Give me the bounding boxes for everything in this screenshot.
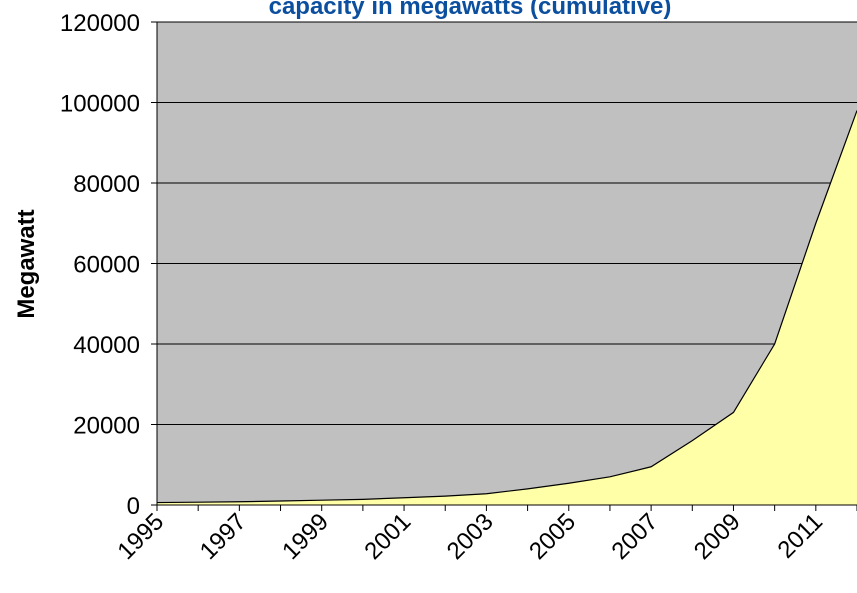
y-tick-label: 100000 — [60, 91, 140, 118]
y-tick-label: 80000 — [73, 171, 140, 198]
area-line — [156, 110, 857, 504]
chart-title: capacity in megawatts (cumulative) — [269, 0, 672, 20]
x-tick-label: 2001 — [359, 508, 416, 565]
x-tick-label: 2003 — [442, 508, 499, 565]
y-axis-label: Megawatt — [13, 209, 40, 318]
x-tick-label: 1999 — [277, 508, 334, 565]
x-tick-label: 2005 — [524, 508, 581, 565]
area — [157, 110, 857, 506]
x-tick-label: 2011 — [772, 508, 828, 564]
y-tick-label: 20000 — [73, 413, 140, 440]
y-tick-label: 0 — [127, 493, 140, 520]
y-tick-label: 60000 — [73, 252, 140, 279]
x-tick-label: 2007 — [607, 508, 664, 565]
x-tick-label: 1995 — [112, 508, 169, 565]
y-tick-label: 40000 — [73, 332, 140, 359]
x-tick-label: 2009 — [689, 508, 746, 565]
y-tick-label: 120000 — [60, 10, 140, 37]
x-tick-label: 1997 — [195, 508, 252, 565]
